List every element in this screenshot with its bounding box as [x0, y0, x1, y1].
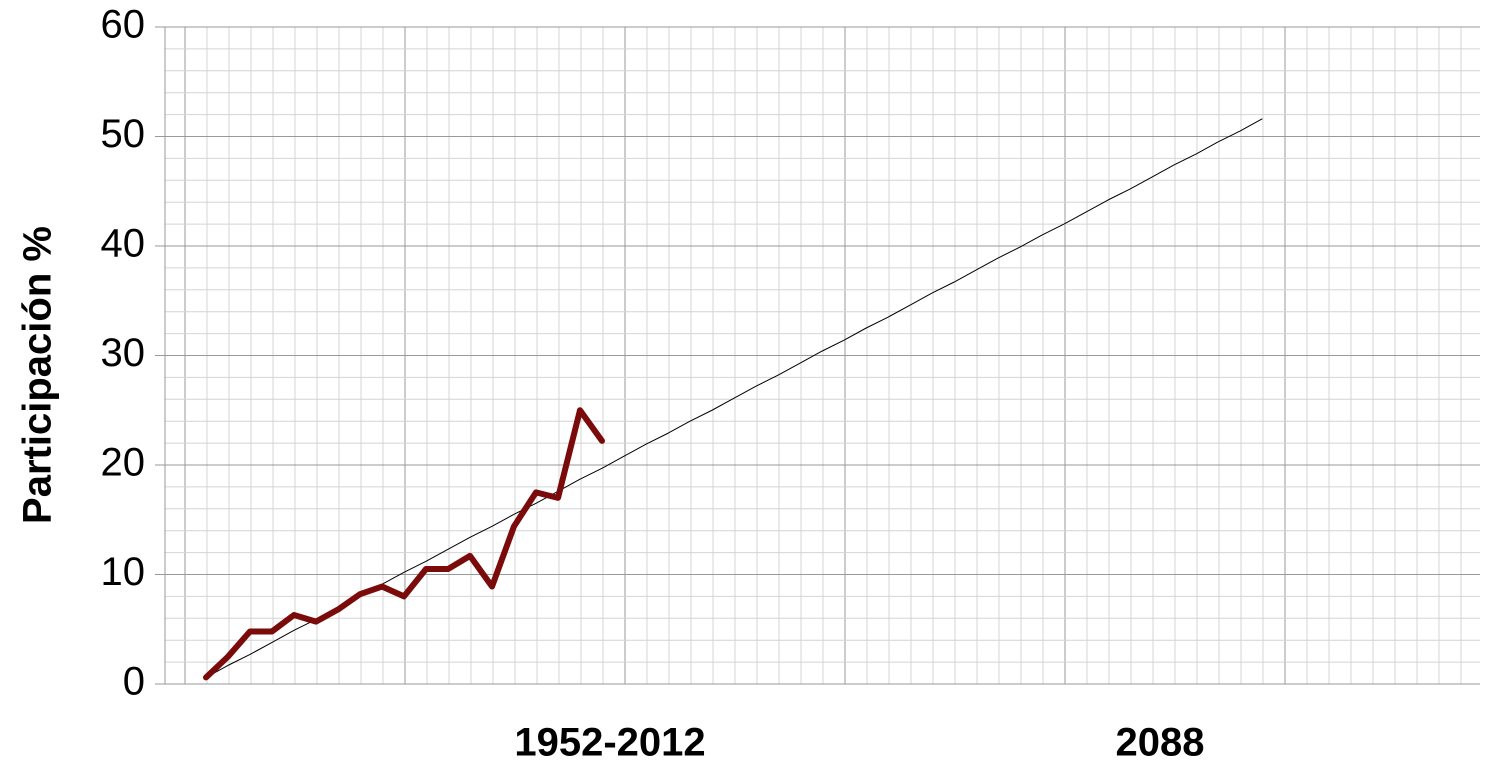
y-tick-label: 10 — [101, 550, 146, 594]
series-line — [203, 407, 605, 681]
y-tick-label: 0 — [123, 660, 145, 704]
y-tick-label: 60 — [101, 3, 146, 47]
y-tick-label: 50 — [101, 112, 146, 156]
x-annotation: 2088 — [1116, 721, 1205, 765]
x-annotation: 1952-2012 — [514, 721, 705, 765]
y-tick-label: 20 — [101, 441, 146, 485]
y-tick-label: 30 — [101, 331, 146, 375]
y-tick-label: 40 — [101, 222, 146, 266]
y-axis-label: Participación % — [16, 226, 60, 524]
